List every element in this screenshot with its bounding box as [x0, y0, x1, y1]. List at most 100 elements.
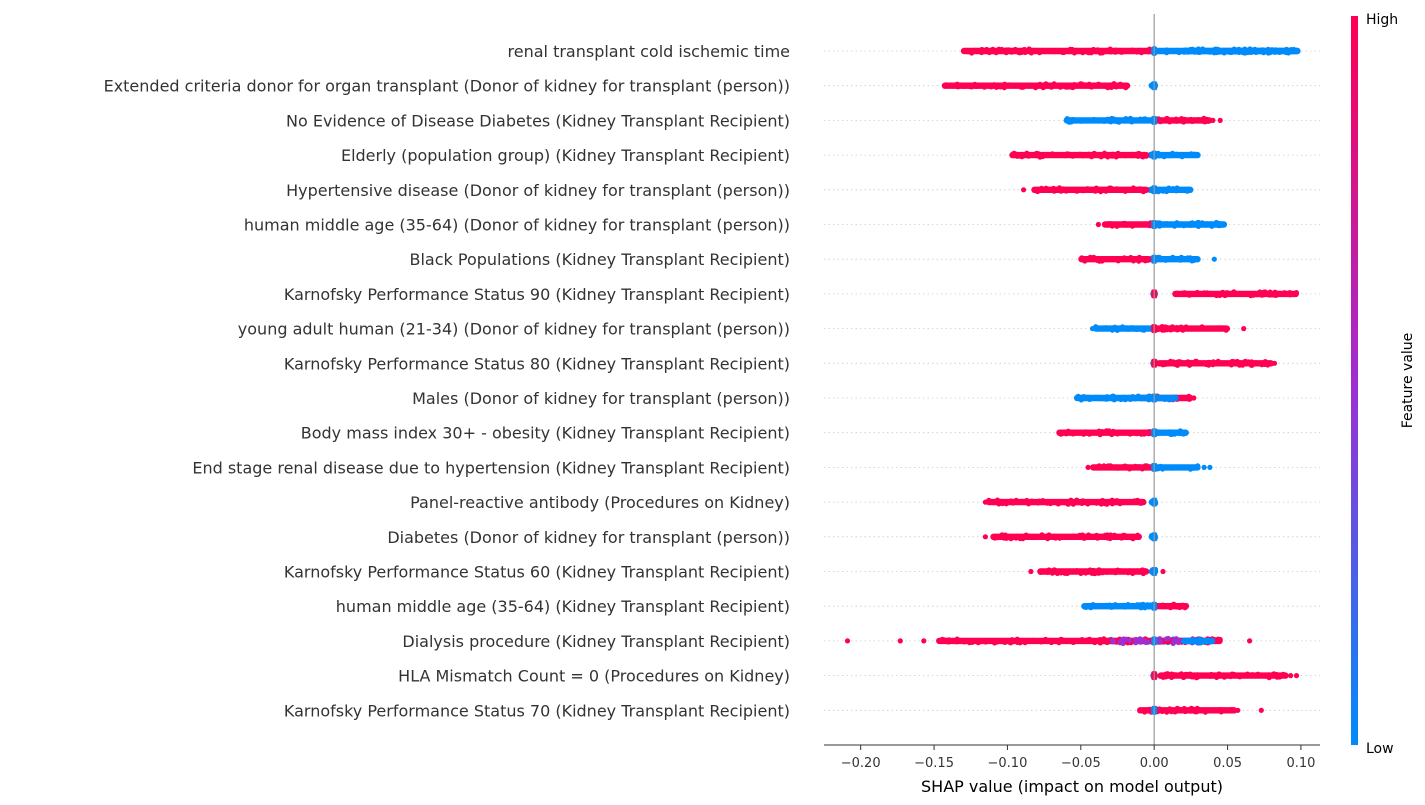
high-value-band-point [1182, 116, 1188, 122]
mixed-value-point [1137, 639, 1144, 645]
high-value-band-point [1011, 638, 1017, 644]
high-value-band-point [973, 83, 979, 89]
high-value-band-point [1053, 535, 1059, 541]
low-value-band-point [1204, 638, 1210, 644]
feature-points-row [844, 635, 1253, 647]
low-outlier-point [1089, 326, 1096, 332]
high-value-band-point [1173, 118, 1179, 124]
high-value-band-point [1080, 188, 1086, 194]
mixed-value-point [1157, 638, 1163, 644]
high-value-band-point [1135, 464, 1141, 470]
high-value-band-point [1217, 707, 1224, 713]
high-value-band-point [1101, 636, 1107, 642]
high-value-band-point [1129, 47, 1135, 53]
feature-label: Males (Donor of kidney for transplant (p… [412, 389, 790, 408]
high-value-band-point [1221, 707, 1228, 714]
high-value-band-point [1092, 152, 1099, 158]
x-tick-label: −0.15 [914, 756, 954, 771]
feature-label: young adult human (21-34) (Donor of kidn… [238, 320, 790, 339]
high-value-band-point [1044, 568, 1050, 574]
high-value-band-point [1183, 325, 1189, 331]
mixed-value-point [1143, 639, 1149, 646]
low-value-band-point [1075, 393, 1081, 399]
high-value-band-point [1014, 533, 1020, 539]
low-value-band-point [1198, 640, 1204, 646]
high-value-band-point [1064, 570, 1070, 576]
high-value-band-point [1186, 362, 1192, 368]
high-outlier-point [1160, 568, 1166, 575]
high-value-band-point [1145, 257, 1151, 263]
high-outlier-point [1293, 673, 1300, 679]
high-value-band-point [1204, 360, 1210, 366]
high-value-band-point [1120, 430, 1126, 436]
high-value-band-point [1146, 706, 1152, 713]
high-outlier-point [1235, 707, 1241, 713]
low-value-band-point [1112, 602, 1118, 608]
high-value-band-point [1031, 534, 1037, 541]
high-value-band-point [1103, 501, 1109, 507]
high-value-band-point [1177, 706, 1183, 713]
high-value-band-point [1168, 671, 1174, 677]
feature-points-row [1009, 150, 1201, 160]
high-outlier-point [982, 534, 989, 540]
low-value-band-point [1171, 396, 1177, 402]
low-value-band-point [1216, 220, 1222, 227]
high-value-band-point [1099, 187, 1105, 193]
high-value-band-point [1256, 673, 1263, 679]
low-value-band-point [1167, 430, 1173, 436]
high-value-band-point [1001, 639, 1007, 645]
high-value-band-point [1135, 568, 1141, 574]
high-value-band-point [1109, 501, 1115, 507]
low-value-band-point [1085, 118, 1092, 124]
low-value-band-point [1101, 118, 1107, 124]
high-value-band-point [1078, 570, 1084, 577]
high-value-band-point [1097, 432, 1103, 438]
high-value-band-point [1119, 49, 1125, 55]
high-outlier-point [897, 638, 903, 644]
low-value-band-point [1121, 603, 1127, 610]
high-value-band-point [1008, 498, 1014, 504]
high-value-band-point [1189, 118, 1195, 124]
high-value-band-point [1229, 671, 1235, 677]
high-value-band-point [1142, 221, 1148, 227]
low-value-band-point [1108, 326, 1114, 332]
low-value-band-point [1174, 47, 1180, 53]
high-value-band-point [1229, 358, 1235, 365]
high-value-band-point [969, 50, 975, 56]
high-value-band-point [1194, 672, 1200, 678]
high-value-band-point [1195, 117, 1202, 123]
high-value-band-point [991, 83, 998, 89]
high-outlier-point [1191, 395, 1197, 401]
high-value-band-point [1280, 671, 1286, 678]
low-value-band-point [1169, 151, 1175, 157]
feature-label: Karnofsky Performance Status 70 (Kidney … [284, 701, 790, 720]
low-value-band-point [1164, 47, 1170, 53]
high-value-band-point [1185, 395, 1191, 401]
high-value-band-point [1075, 429, 1081, 435]
high-value-band-point [1193, 358, 1199, 364]
high-value-band-point [1057, 499, 1063, 505]
high-value-band-point [1125, 534, 1132, 540]
high-value-band-point [1138, 430, 1144, 436]
feature-label: Karnofsky Performance Status 80 (Kidney … [284, 354, 790, 373]
high-value-band-point [1055, 48, 1062, 55]
low-value-band-point [1081, 395, 1087, 401]
low-value-band-point [1162, 396, 1168, 402]
low-value-band-point [1089, 118, 1095, 124]
colorbar-high-label: High [1366, 12, 1398, 28]
high-value-band-point [1132, 498, 1138, 504]
high-value-band-point [1187, 708, 1193, 714]
high-outlier-point [1241, 326, 1247, 332]
high-value-band-point [1159, 327, 1166, 333]
low-value-band-point [1233, 49, 1239, 55]
high-value-band-point [1125, 568, 1131, 574]
high-value-band-point [1098, 501, 1104, 507]
high-value-band-point [1068, 84, 1074, 90]
mixed-value-point [1133, 636, 1139, 642]
high-value-band-point [1019, 498, 1025, 504]
feature-points-row [982, 532, 1159, 542]
feature-label: Diabetes (Donor of kidney for transplant… [387, 528, 790, 547]
feature-points-row [960, 45, 1301, 57]
high-value-band-point [1062, 153, 1068, 159]
high-outlier-point [1085, 464, 1091, 470]
